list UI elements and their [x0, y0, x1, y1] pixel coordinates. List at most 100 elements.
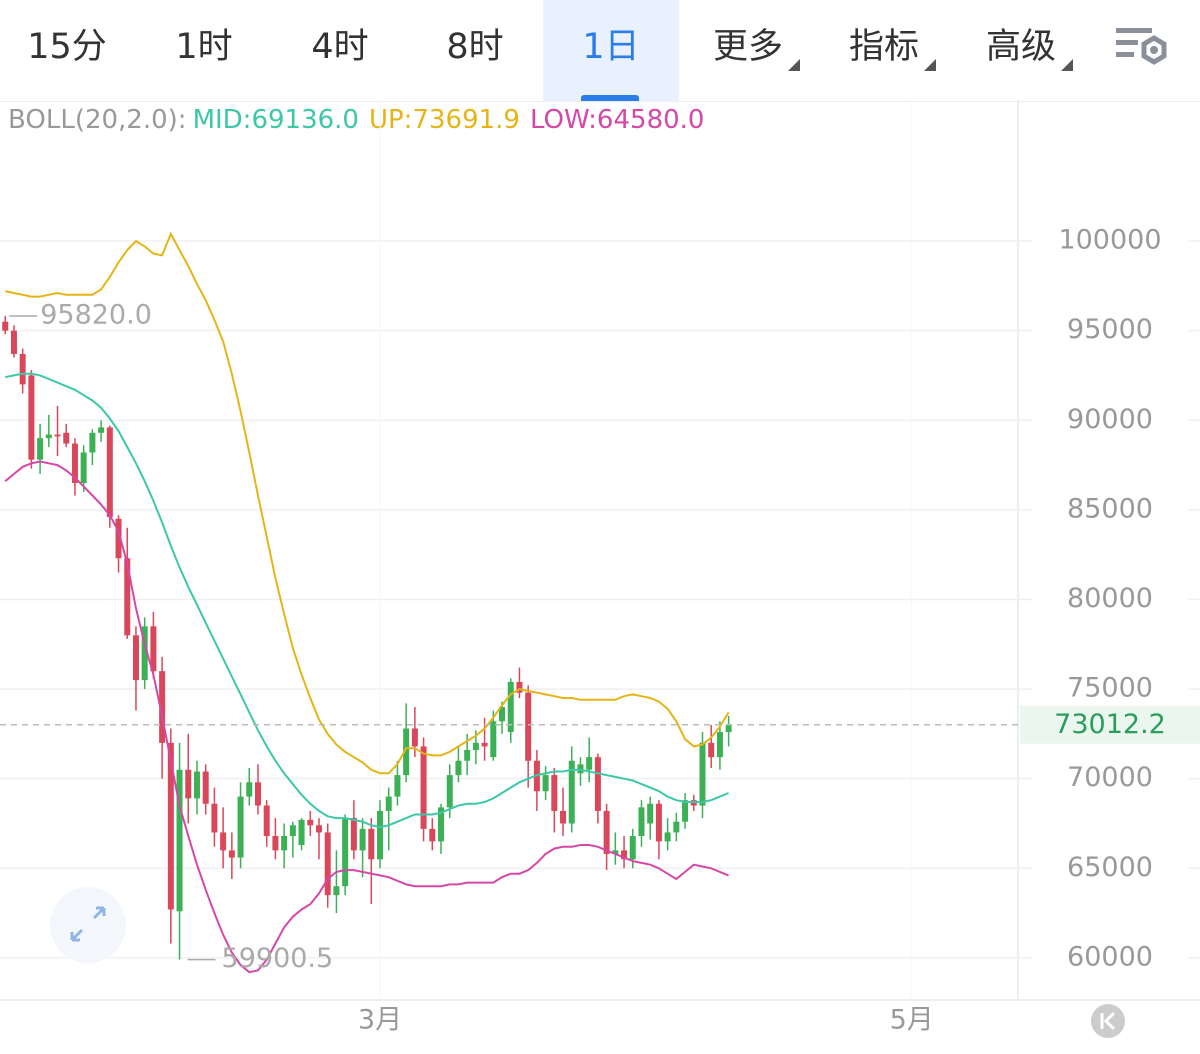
last-price-box	[1020, 705, 1200, 744]
legend-entry: MID:69136.0	[192, 105, 359, 135]
y-tick-label: 65000	[1067, 852, 1153, 883]
candle-body	[403, 728, 410, 776]
settings-icon[interactable]	[1112, 22, 1172, 72]
y-tick-label: 75000	[1067, 673, 1153, 704]
legend-entry: LOW:64580.0	[529, 105, 705, 135]
candle-body	[612, 850, 619, 854]
candle-body	[281, 836, 288, 851]
candle-body	[455, 760, 462, 776]
low-label: 59900.5	[222, 943, 334, 974]
candle-body	[394, 775, 401, 797]
candle-body	[368, 828, 375, 860]
candle-body	[621, 850, 628, 860]
candle-body	[568, 760, 575, 824]
candle-body	[124, 558, 131, 636]
tab[interactable]: 1时	[175, 27, 233, 67]
expand-bg	[50, 887, 126, 963]
band-line	[4, 231, 730, 775]
candle-body	[10, 330, 17, 354]
candle-body	[716, 732, 723, 758]
candle-body	[472, 742, 479, 750]
tab[interactable]: 更多	[680, 0, 816, 101]
candle-body	[560, 810, 567, 824]
candle-body	[708, 742, 715, 758]
candle-body	[45, 434, 52, 439]
candle-body	[185, 769, 192, 799]
tab[interactable]: 15分	[27, 27, 107, 67]
candle-body	[176, 769, 183, 912]
candle-body	[507, 681, 514, 733]
candle-body	[315, 825, 322, 833]
y-tick-label: 100000	[1058, 225, 1161, 256]
high-label: 95820.0	[40, 299, 152, 330]
candle-body	[167, 742, 174, 910]
candle-body	[481, 742, 488, 747]
candle-body	[499, 706, 506, 722]
candle-body	[211, 803, 218, 833]
candle-body	[673, 821, 680, 833]
candle-body	[54, 434, 61, 437]
tab-bar: 15分 1时 4时 8时 1日 更多 指标 高级	[0, 0, 1200, 102]
y-tick-label: 95000	[1067, 314, 1153, 345]
dropdown-arrow	[924, 59, 936, 71]
tab[interactable]: 4时	[311, 27, 369, 67]
candle-body	[307, 819, 314, 826]
candle-body	[246, 782, 253, 797]
last-price-label: 73012.2	[1054, 709, 1166, 740]
y-tick-label: 90000	[1067, 404, 1153, 435]
candle-body	[324, 832, 331, 896]
reset-icon	[1100, 1011, 1116, 1031]
candle-body	[263, 805, 270, 837]
candle-body	[629, 836, 636, 860]
candle-body	[115, 518, 122, 559]
candle-body	[202, 771, 209, 804]
candle-body	[411, 728, 418, 747]
candle-body	[159, 671, 166, 743]
candle-body	[725, 724, 732, 733]
y-tick-label: 70000	[1067, 762, 1153, 793]
candle-body	[429, 828, 436, 842]
dropdown-arrow	[1061, 59, 1073, 71]
expand-icon	[70, 906, 106, 942]
candle-body	[377, 810, 384, 860]
y-tick-label: 85000	[1067, 493, 1153, 524]
tab[interactable]: 指标	[816, 0, 952, 101]
candle-body	[80, 452, 87, 483]
candle-body	[525, 692, 532, 761]
candle-body	[333, 886, 340, 896]
candle-body	[516, 681, 523, 693]
x-tick-label: 5月	[890, 1005, 934, 1036]
candle-body	[551, 775, 558, 811]
candle-body	[638, 807, 645, 837]
candle-body	[28, 375, 35, 460]
candle-body	[490, 721, 497, 758]
candle-body	[359, 828, 366, 851]
reset-button[interactable]	[1091, 1004, 1125, 1038]
candle-body	[228, 850, 235, 858]
tab[interactable]: 1日	[543, 0, 679, 101]
candle-body	[586, 757, 593, 770]
indicator-label: BOLL(20,2.0):	[8, 105, 187, 135]
candle-body	[150, 626, 157, 672]
candle-body	[420, 746, 427, 829]
candle-body	[132, 635, 139, 681]
candle-body	[220, 832, 227, 851]
x-tick-label: 3月	[358, 1005, 402, 1036]
candle-body	[438, 807, 445, 842]
tab-indicator	[581, 95, 639, 101]
expand-button[interactable]	[50, 887, 126, 963]
candle-body	[655, 803, 662, 842]
candle-body	[603, 810, 610, 854]
band-line	[4, 372, 729, 829]
candle-body	[446, 775, 453, 808]
tab[interactable]: 8时	[446, 27, 504, 67]
candle-body	[89, 432, 96, 453]
candle-body	[2, 321, 9, 331]
candle-body	[19, 353, 26, 385]
legend-entry: UP:73691.9	[368, 105, 520, 135]
candle-body	[237, 796, 244, 858]
dropdown-arrow	[788, 59, 800, 71]
candle-body	[542, 775, 549, 792]
tab[interactable]: 高级	[953, 0, 1089, 101]
